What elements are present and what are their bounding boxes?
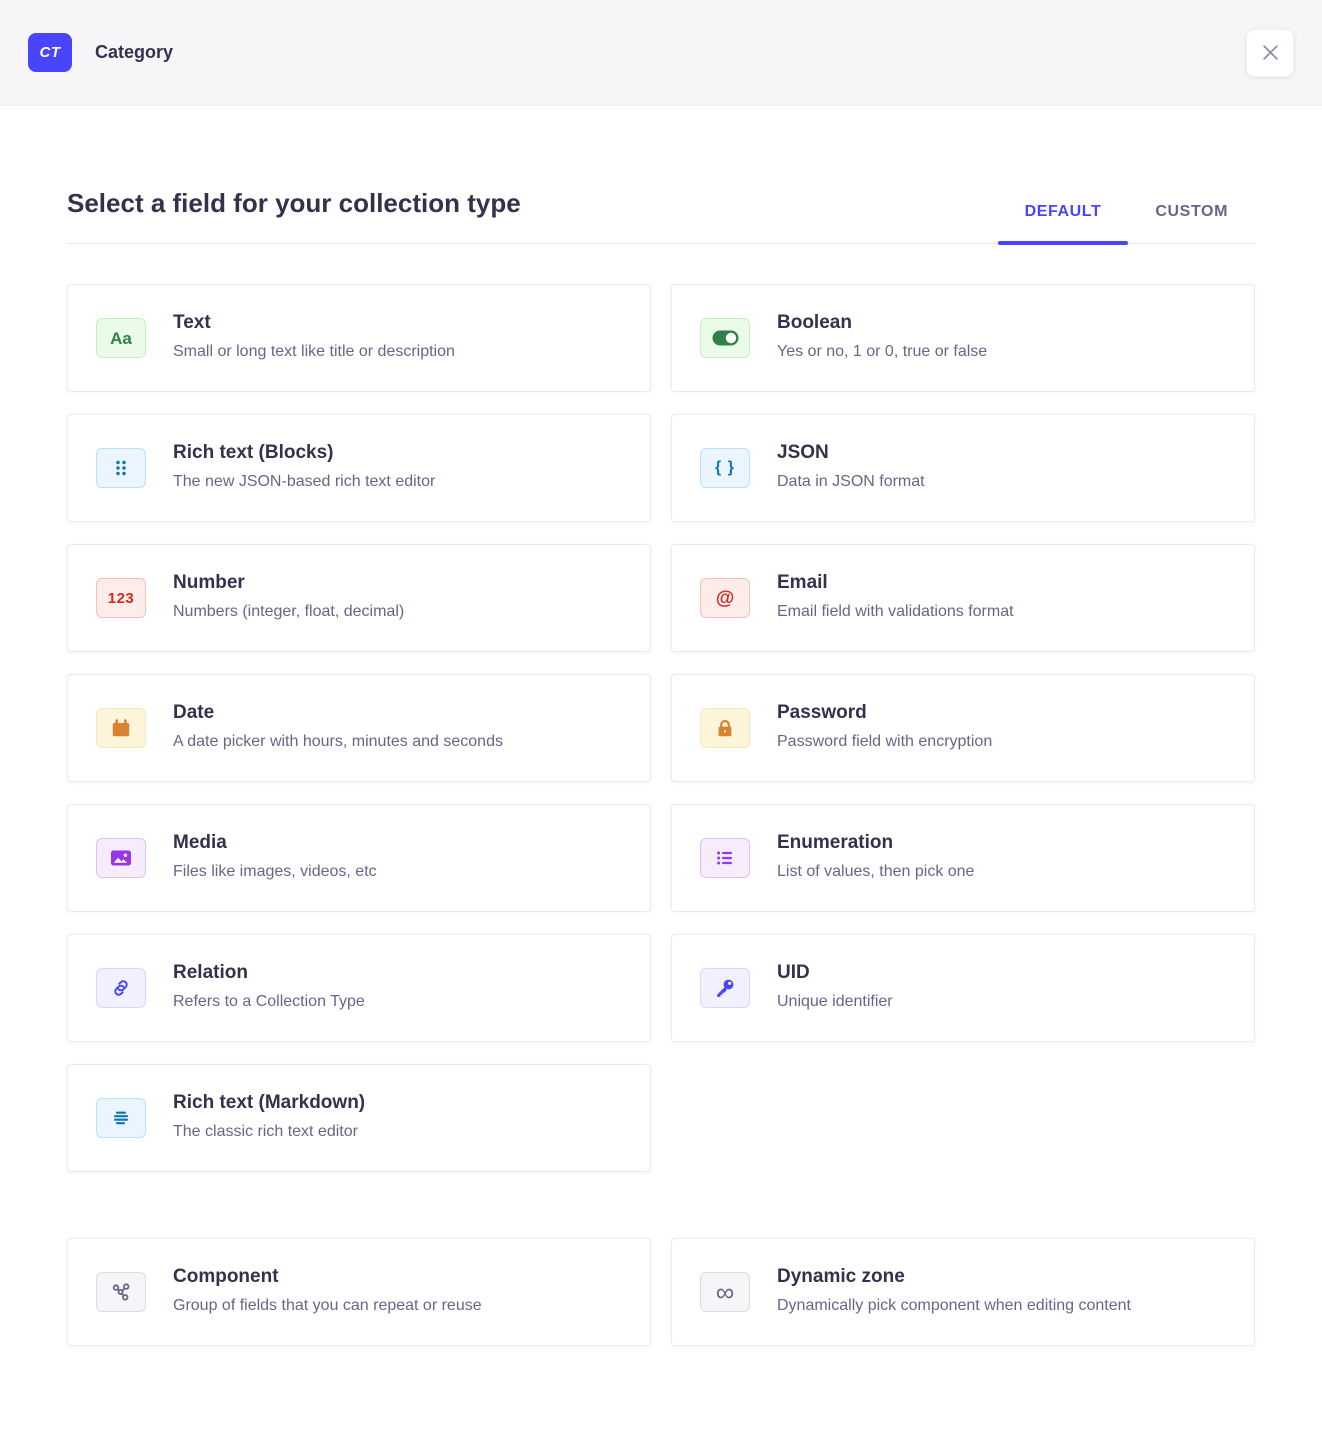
field-description: The classic rich text editor [173,1123,358,1141]
field-grid-advanced: Component Group of fields that you can r… [67,1238,1255,1346]
field-card-component[interactable]: Component Group of fields that you can r… [67,1238,651,1346]
nodes-icon [96,1272,146,1312]
field-description: A date picker with hours, minutes and se… [173,733,503,751]
field-title: Dynamic zone [777,1266,905,1288]
tab-default[interactable]: DEFAULT [997,191,1129,245]
tab-list: DEFAULT CUSTOM [997,191,1255,245]
field-card-dynamic-zone[interactable]: ∞ Dynamic zone Dynamically pick componen… [671,1238,1255,1346]
key-icon [700,968,750,1008]
field-card-relation[interactable]: Relation Refers to a Collection Type [67,934,651,1042]
calendar-icon [96,708,146,748]
field-card-rich-text-blocks[interactable]: Rich text (Blocks) The new JSON-based ri… [67,414,651,522]
field-card-boolean[interactable]: Boolean Yes or no, 1 or 0, true or false [671,284,1255,392]
letters-icon: Aa [96,318,146,358]
field-card-media[interactable]: Media Files like images, videos, etc [67,804,651,912]
field-description: Password field with encryption [777,733,993,751]
field-description: List of values, then pick one [777,863,975,881]
field-title: Relation [173,962,248,984]
field-title: Enumeration [777,832,894,854]
field-card-uid[interactable]: UID Unique identifier [671,934,1255,1042]
digits-icon: 123 [96,578,146,618]
field-description: Dynamically pick component when editing … [777,1297,1131,1315]
field-card-text[interactable]: Aa Text Small or long text like title or… [67,284,651,392]
field-description: Unique identifier [777,993,893,1011]
title-row: Select a field for your collection type … [67,188,1255,245]
field-title: JSON [777,442,829,464]
field-title: Password [777,702,867,724]
field-card-email[interactable]: @ Email Email field with validations for… [671,544,1255,652]
field-description: Files like images, videos, etc [173,863,377,881]
tab-custom[interactable]: CUSTOM [1155,203,1228,220]
infinity-icon: ∞ [700,1272,750,1312]
field-card-password[interactable]: Password Password field with encryption [671,674,1255,782]
collection-type-badge: CT [28,33,72,72]
drag-dots-icon [96,448,146,488]
field-description: Refers to a Collection Type [173,993,365,1011]
field-description: Email field with validations format [777,603,1014,621]
field-title: Email [777,572,828,594]
field-grid-default: Aa Text Small or long text like title or… [67,284,1255,1172]
at-icon: @ [700,578,750,618]
toggle-icon [700,318,750,358]
field-title: Date [173,702,215,724]
field-title: UID [777,962,810,984]
modal-header: CT Category [0,0,1322,106]
field-card-number[interactable]: 123 Number Numbers (integer, float, deci… [67,544,651,652]
page-title: Select a field for your collection type [67,188,521,218]
field-description: The new JSON-based rich text editor [173,473,436,491]
field-title: Component [173,1266,279,1288]
field-title: Boolean [777,312,852,334]
close-icon [1262,45,1278,60]
field-title: Media [173,832,227,854]
field-title: Rich text (Markdown) [173,1092,366,1114]
field-title: Text [173,312,211,334]
link-icon [96,968,146,1008]
braces-icon: { } [700,448,750,488]
field-description: Numbers (integer, float, decimal) [173,603,405,621]
align-lines-icon [96,1098,146,1138]
bullet-list-icon [700,838,750,878]
field-title: Number [173,572,245,594]
field-title: Rich text (Blocks) [173,442,334,464]
lock-icon [700,708,750,748]
field-description: Data in JSON format [777,473,925,491]
close-button[interactable] [1246,28,1294,77]
picture-icon [96,838,146,878]
field-card-json[interactable]: { } JSON Data in JSON format [671,414,1255,522]
field-card-enumeration[interactable]: Enumeration List of values, then pick on… [671,804,1255,912]
modal-body: Select a field for your collection type … [0,106,1322,1406]
field-description: Small or long text like title or descrip… [173,343,455,361]
field-card-rich-text-markdown[interactable]: Rich text (Markdown) The classic rich te… [67,1064,651,1172]
collection-type-name: Category [95,42,174,62]
field-description: Group of fields that you can repeat or r… [173,1297,482,1315]
field-description: Yes or no, 1 or 0, true or false [777,343,988,361]
field-card-date[interactable]: Date A date picker with hours, minutes a… [67,674,651,782]
